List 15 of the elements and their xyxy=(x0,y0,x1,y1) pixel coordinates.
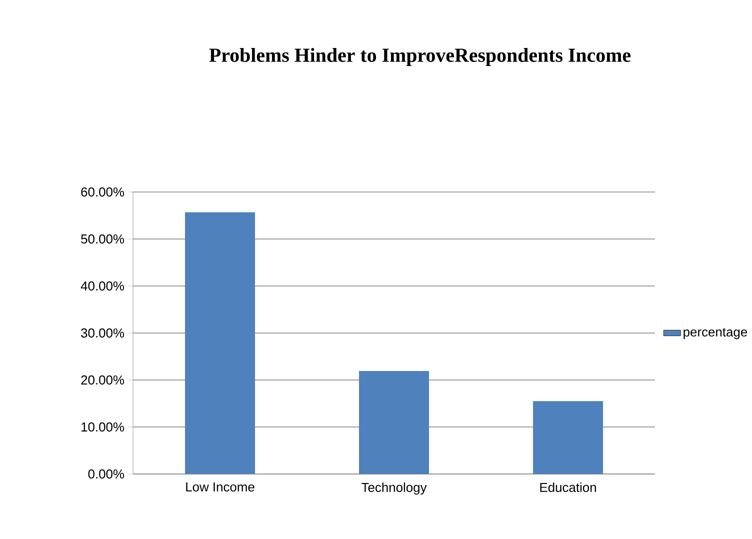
bar xyxy=(185,212,256,474)
y-tick-label: 20.00% xyxy=(81,375,124,385)
y-tick-label: 60.00% xyxy=(81,187,124,197)
legend-label: percentage xyxy=(684,328,748,340)
chart-title: Problems Hinder to ImproveRespondents Income xyxy=(209,48,631,66)
x-tick-label: Education xyxy=(540,482,596,492)
x-tick-label: Low Income xyxy=(186,482,254,492)
y-tick-label: 50.00% xyxy=(81,234,124,244)
bar xyxy=(533,401,604,474)
y-tick-label: 10.00% xyxy=(82,422,124,432)
y-tick-label: 0.00% xyxy=(88,469,124,479)
y-tick-label: 30.00% xyxy=(81,328,124,338)
x-tick-label: Technology xyxy=(362,482,427,495)
bar xyxy=(359,371,430,474)
y-tick-label: 40.00% xyxy=(80,281,124,291)
